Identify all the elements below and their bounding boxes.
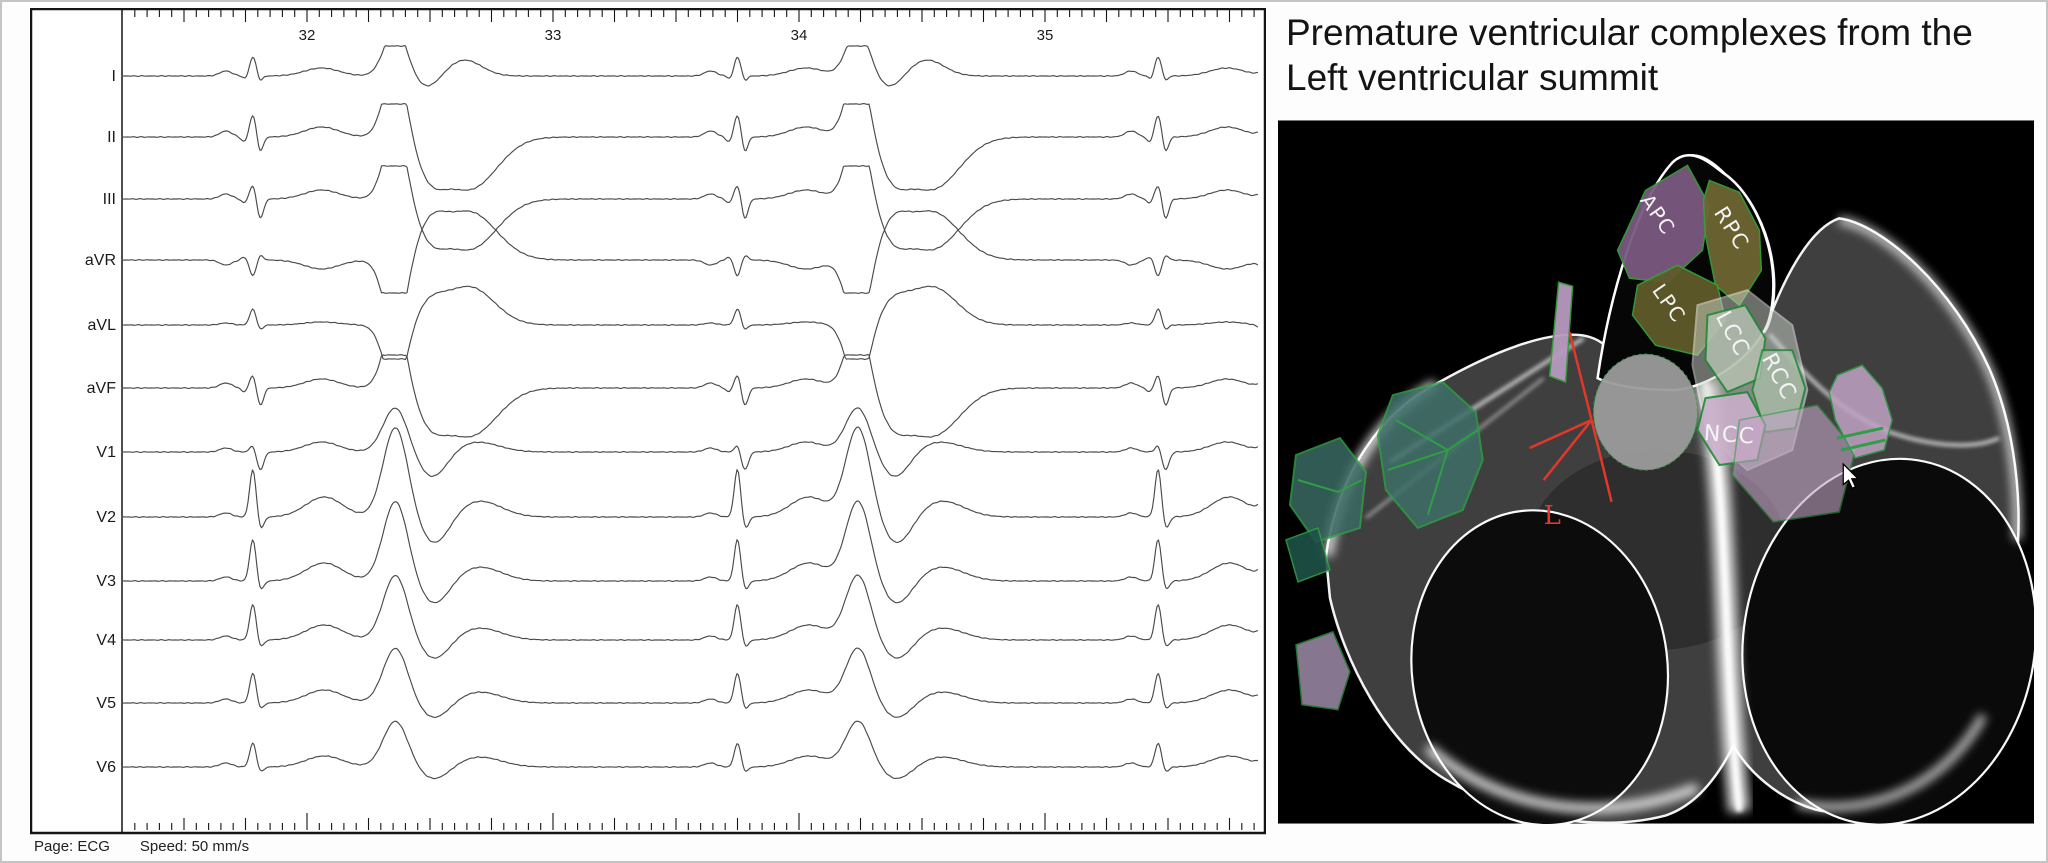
tricuspid-orifice <box>1741 457 2034 824</box>
ecg-trace-V6 <box>121 720 1259 780</box>
ecg-trace-V1 <box>121 407 1259 477</box>
ecg-trace-V5 <box>121 647 1259 718</box>
teal-web-4 <box>1297 479 1363 494</box>
ecg-trace-V2 <box>121 426 1259 543</box>
heart-shell <box>1323 154 2034 824</box>
orientation-label-left: L <box>1544 501 1561 531</box>
site-arrow-4 <box>1590 419 1613 503</box>
map-title-line2: Left ventricular summit <box>1286 57 1659 98</box>
ecg-trace-II <box>121 103 1259 191</box>
lead-label-III: III <box>103 191 116 208</box>
ecg-trace-aVL <box>121 285 1259 360</box>
site-arrow-3 <box>1542 419 1593 481</box>
ecg-trace-aVF <box>121 354 1259 438</box>
ecg-footer: Page: ECG Speed: 50 mm/s <box>34 838 279 855</box>
lead-label-V1: V1 <box>96 444 116 461</box>
site-arrow-2 <box>1529 418 1593 450</box>
lead-label-V2: V2 <box>96 509 116 526</box>
mitral-orifice <box>1410 509 1670 824</box>
pvc-site-annotation <box>1529 331 1613 503</box>
lead-label-aVL: aVL <box>88 317 117 334</box>
time-tick-label: 34 <box>791 27 808 44</box>
site-arrow-1 <box>1568 331 1593 421</box>
pink-patch <box>1731 404 1857 523</box>
mauve-ribbon <box>1828 364 1893 459</box>
top-ruler <box>134 10 1255 22</box>
teal-web-2 <box>1426 449 1449 516</box>
scar-patches <box>1285 381 1484 711</box>
map-title-line1: Premature ventricular complexes from the <box>1286 12 1973 53</box>
lead-label-I: I <box>112 68 116 85</box>
ecg-trace-III <box>121 165 1259 251</box>
ribbon-stripe-1 <box>1836 426 1884 440</box>
summit-gray-oval <box>1592 353 1699 471</box>
mouse-cursor-icon <box>1842 462 1860 490</box>
time-tick-label: 32 <box>299 27 316 44</box>
lead-label-II: II <box>107 129 116 146</box>
lead-label-V3: V3 <box>96 573 116 590</box>
ecg-frame <box>30 8 1266 835</box>
purple-edge-patch <box>1295 630 1351 711</box>
purple-sliver <box>1548 281 1574 384</box>
ecg-trace-I <box>121 45 1259 87</box>
ecg-trace-aVR <box>121 210 1259 294</box>
time-tick-label: 35 <box>1037 27 1054 44</box>
ribbon-stripe-2 <box>1840 438 1886 452</box>
time-tick-label: 33 <box>545 27 562 44</box>
teal-web-3 <box>1387 449 1449 471</box>
electroanatomic-map[interactable]: APC RPC LPC LCC RCC NCC <box>1278 120 2034 824</box>
lead-label-V5: V5 <box>96 695 116 712</box>
ecg-page-label: Page: ECG <box>34 838 110 855</box>
bottom-ruler <box>134 813 1255 830</box>
lead-label-aVR: aVR <box>85 252 116 269</box>
ncc-label: NCC <box>1703 421 1756 450</box>
ecg-speed-label: Speed: 50 mm/s <box>139 838 250 855</box>
lead-label-V6: V6 <box>96 759 116 776</box>
teal-patch-sliver <box>1285 526 1331 583</box>
ecg-trace-V3 <box>121 500 1259 604</box>
ecg-trace-V4 <box>121 574 1259 659</box>
lead-label-V4: V4 <box>96 632 116 649</box>
aortic-valve-cusps: LCC RCC NCC <box>1548 281 1893 523</box>
map-title: Premature ventricular complexes from the… <box>1286 10 2026 100</box>
lead-label-aVF: aVF <box>87 380 117 397</box>
